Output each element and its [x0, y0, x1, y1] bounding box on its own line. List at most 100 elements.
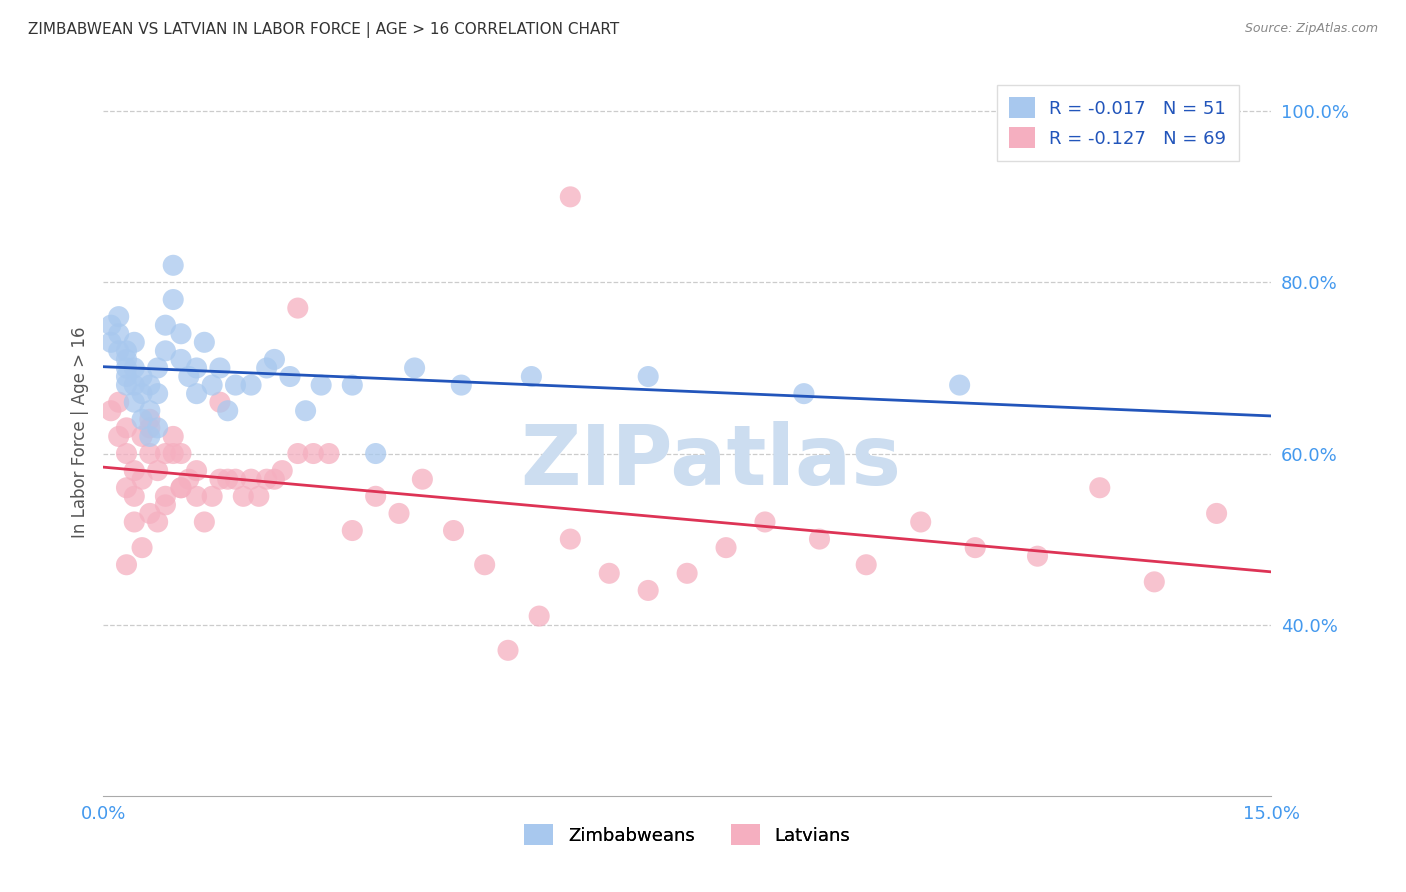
Point [342, 524, 364, 538]
Point [474, 558, 496, 572]
Point [170, 446, 193, 460]
Point [256, 472, 278, 486]
Point [443, 524, 465, 538]
Point [155, 318, 177, 333]
Point [256, 361, 278, 376]
Point [287, 446, 309, 460]
Point [139, 429, 162, 443]
Point [162, 258, 184, 272]
Point [560, 532, 582, 546]
Point [1143, 574, 1166, 589]
Point [208, 395, 231, 409]
Point [278, 369, 301, 384]
Point [318, 446, 340, 460]
Point [754, 515, 776, 529]
Point [294, 403, 316, 417]
Point [714, 541, 737, 555]
Point [949, 378, 972, 392]
Point [186, 361, 208, 376]
Text: ZIPatlas: ZIPatlas [520, 421, 901, 501]
Point [1205, 507, 1227, 521]
Point [131, 472, 153, 486]
Point [404, 361, 426, 376]
Point [115, 352, 138, 367]
Point [637, 369, 659, 384]
Point [162, 429, 184, 443]
Point [115, 558, 138, 572]
Point [364, 489, 387, 503]
Point [131, 412, 153, 426]
Point [247, 489, 270, 503]
Point [1026, 549, 1049, 564]
Point [170, 326, 193, 341]
Point [100, 318, 122, 333]
Point [124, 489, 146, 503]
Point [115, 369, 138, 384]
Point [364, 446, 387, 460]
Point [1088, 481, 1111, 495]
Y-axis label: In Labor Force | Age > 16: In Labor Force | Age > 16 [72, 326, 89, 538]
Point [162, 293, 184, 307]
Point [146, 464, 169, 478]
Point [224, 472, 246, 486]
Point [139, 446, 162, 460]
Point [342, 378, 364, 392]
Point [186, 489, 208, 503]
Point [208, 472, 231, 486]
Point [186, 386, 208, 401]
Point [793, 386, 815, 401]
Point [170, 481, 193, 495]
Point [170, 352, 193, 367]
Point [146, 515, 169, 529]
Point [124, 361, 146, 376]
Point [263, 352, 285, 367]
Point [910, 515, 932, 529]
Point [107, 343, 129, 358]
Point [520, 369, 543, 384]
Point [598, 566, 620, 581]
Point [560, 190, 582, 204]
Point [186, 464, 208, 478]
Point [162, 446, 184, 460]
Point [107, 310, 129, 324]
Point [676, 566, 699, 581]
Point [131, 369, 153, 384]
Point [240, 472, 263, 486]
Point [146, 361, 169, 376]
Point [115, 361, 138, 376]
Point [155, 446, 177, 460]
Point [411, 472, 433, 486]
Point [115, 446, 138, 460]
Point [131, 386, 153, 401]
Point [309, 378, 332, 392]
Point [107, 395, 129, 409]
Text: Source: ZipAtlas.com: Source: ZipAtlas.com [1244, 22, 1378, 36]
Point [139, 421, 162, 435]
Point [115, 481, 138, 495]
Point [155, 343, 177, 358]
Point [637, 583, 659, 598]
Point [177, 369, 200, 384]
Point [139, 403, 162, 417]
Point [170, 481, 193, 495]
Legend: Zimbabweans, Latvians: Zimbabweans, Latvians [517, 817, 858, 852]
Point [124, 378, 146, 392]
Point [302, 446, 325, 460]
Point [388, 507, 411, 521]
Point [496, 643, 519, 657]
Point [107, 326, 129, 341]
Point [131, 429, 153, 443]
Point [193, 335, 215, 350]
Point [193, 515, 215, 529]
Point [271, 464, 294, 478]
Point [527, 609, 550, 624]
Text: ZIMBABWEAN VS LATVIAN IN LABOR FORCE | AGE > 16 CORRELATION CHART: ZIMBABWEAN VS LATVIAN IN LABOR FORCE | A… [28, 22, 620, 38]
Point [240, 378, 263, 392]
Point [107, 429, 129, 443]
Point [155, 498, 177, 512]
Point [115, 378, 138, 392]
Point [115, 343, 138, 358]
Point [201, 378, 224, 392]
Point [155, 489, 177, 503]
Point [232, 489, 254, 503]
